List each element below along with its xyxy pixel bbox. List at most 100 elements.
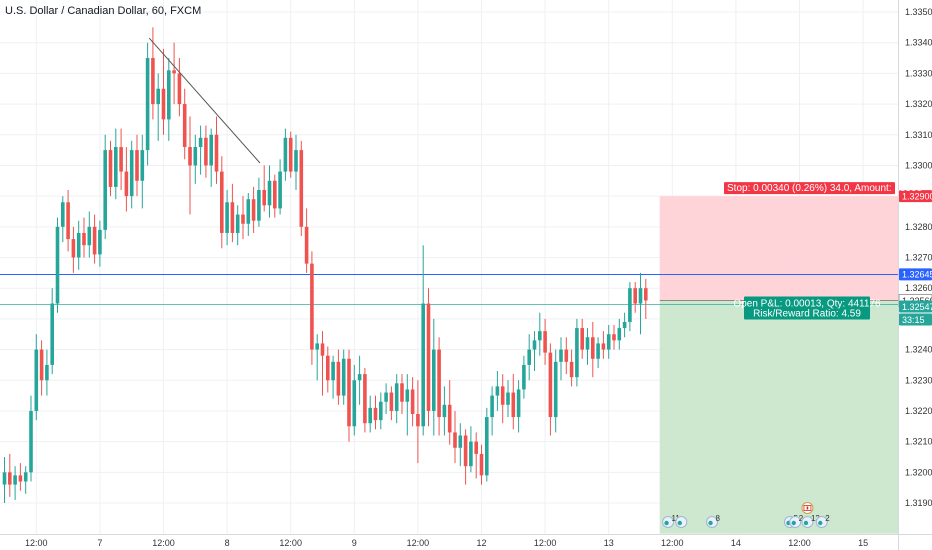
candle [416,380,420,464]
candle-body [410,389,415,415]
events-row: 11852122 [662,502,830,528]
candle [129,140,134,209]
event-marker[interactable]: 2 [815,514,830,528]
event-marker[interactable]: 2 [789,514,804,528]
candle [214,116,219,184]
candle [326,346,330,393]
candle-body [188,147,192,166]
candle-body [516,389,521,418]
take-profit-zone[interactable] [659,300,898,534]
candles [2,27,648,503]
candle-body [310,263,314,350]
candle-body [612,334,616,341]
candle [453,410,457,464]
event-marker[interactable]: 11 [662,514,681,528]
candle [591,321,595,378]
candle-body [18,475,23,482]
candle [182,88,187,160]
candle [124,147,129,212]
candle-body [341,358,346,396]
candle-body [617,328,622,341]
candle [421,245,425,436]
candle-body [172,70,176,74]
candle [628,282,632,332]
candle [405,374,410,436]
candle [98,220,102,267]
candle [204,125,208,178]
candle-body [368,407,372,424]
candle [320,331,325,396]
candle-body [108,150,113,187]
candle [241,196,245,240]
countdown-badge: 33:15 [899,313,932,326]
candle-body [331,361,335,381]
candle-body [633,288,637,304]
y-tick-label: 1.31900 [905,498,932,508]
candle-body [13,475,17,485]
candle [209,128,213,187]
x-tick-label: 12:00 [788,538,811,548]
candle-body [87,226,92,246]
candle-body [288,137,293,172]
event-marker[interactable]: 8 [706,514,721,528]
candle [379,392,383,430]
candle [114,128,118,200]
candle [177,58,182,117]
candle [400,374,404,415]
candle [18,463,23,491]
candle-body [8,472,12,485]
candle [373,395,378,430]
candle [161,48,166,135]
y-tick-label: 1.32800 [905,222,932,232]
candle [596,337,600,368]
candle-body [569,361,574,378]
candle [543,318,547,365]
candle [432,318,436,436]
candle [474,432,478,479]
candle-body [601,343,606,350]
event-marker[interactable] [675,516,688,528]
candle [500,374,505,424]
candle-body [485,417,489,476]
candle [8,453,12,497]
candle-body [628,288,632,322]
y-tick-label: 1.32300 [905,375,932,385]
candle-body [553,361,558,418]
candle [463,429,468,485]
event-marker[interactable]: 12 [801,514,820,528]
candle [267,165,272,218]
candle-body [151,58,155,105]
candle-body [506,392,510,405]
y-tick-label: 1.33200 [905,99,932,109]
candle [331,355,335,399]
event-icon-dot [818,520,823,526]
candle-body [336,361,341,396]
y-tick-label: 1.32000 [905,467,932,477]
candle [479,444,484,485]
candle-body [352,380,357,427]
candle [29,395,33,482]
event-count: 2 [825,514,830,523]
candle [34,334,39,421]
candle-body [98,229,102,255]
stop-loss-zone[interactable] [659,196,898,301]
candle [442,386,447,436]
event-icon-dot [677,520,683,526]
candle [251,186,256,233]
candle-body [500,386,505,405]
candle-body [432,349,436,411]
candle [299,140,304,237]
candle-body [55,226,60,304]
candle-body [193,147,198,166]
candle-body [638,288,643,304]
y-tick-label: 1.32200 [905,406,932,416]
candle-body [214,134,219,172]
candle-body [135,150,139,181]
candle-body [262,189,266,206]
trendline[interactable] [148,37,261,164]
canada-flag-icon[interactable] [801,502,814,514]
candle [485,407,489,482]
chart-title: U.S. Dollar / Canadian Dollar, 60, FXCM [5,5,201,17]
candle-body [522,364,526,390]
